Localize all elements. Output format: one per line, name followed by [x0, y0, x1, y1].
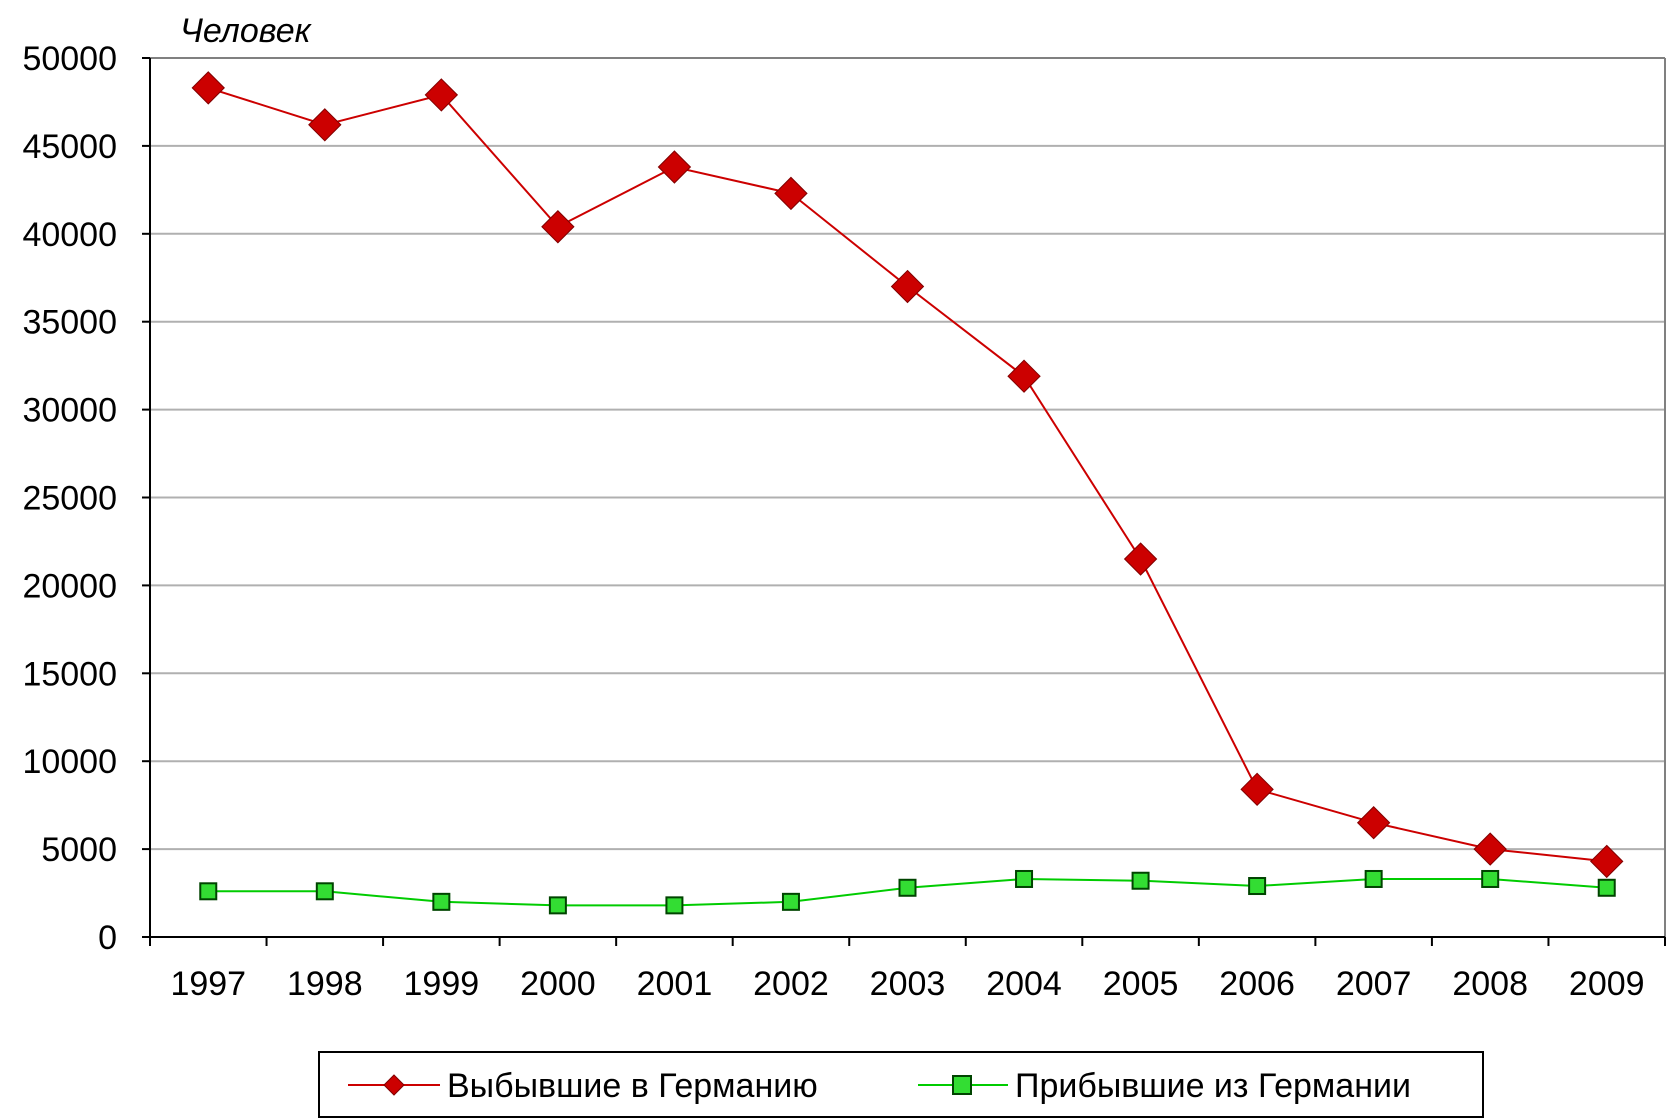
- data-point-square: [1248, 877, 1267, 896]
- y-tick-label: 25000: [22, 480, 117, 518]
- data-point-diamond: [424, 78, 459, 112]
- x-tick-label: 2005: [1103, 965, 1179, 1003]
- legend-marker-diamond: [383, 1074, 405, 1096]
- x-axis-ticks: 1997 1998 1999 2000 2001 2002 2003 2004 2005 2006…: [149, 937, 1666, 1003]
- data-point-square: [1015, 869, 1034, 888]
- series-line: [207, 86, 1607, 863]
- data-point-square: [898, 878, 917, 897]
- x-tick-label: 2009: [1569, 965, 1645, 1003]
- data-point-diamond: [774, 176, 808, 211]
- y-tick-label: 30000: [22, 392, 117, 430]
- y-tick-label: 50000: [22, 40, 117, 78]
- data-point-diamond: [657, 150, 692, 184]
- x-tick-label: 2003: [870, 965, 946, 1003]
- data-point-square: [315, 882, 334, 901]
- legend-label-series-1: Выбывшие в Германию: [447, 1067, 818, 1105]
- y-tick-label: 40000: [22, 216, 117, 254]
- legend-marker-square: [952, 1075, 972, 1095]
- y-tick-label: 15000: [22, 655, 117, 693]
- y-tick-label: 10000: [22, 743, 117, 781]
- data-point-diamond: [541, 210, 575, 244]
- data-point-diamond: [1007, 359, 1041, 393]
- data-point-square: [432, 892, 451, 911]
- y-axis-ticks: 0 5000 10000 15000 20000 25000 30000 35000 40000…: [22, 40, 150, 957]
- legend: Выбывшие в Германию Прибывшие из Германи…: [318, 1051, 1484, 1118]
- x-tick-label: 2007: [1336, 965, 1412, 1003]
- y-tick-label: 45000: [22, 128, 117, 166]
- data-point-diamond: [1473, 832, 1507, 866]
- x-tick-label: 2006: [1219, 965, 1295, 1003]
- data-point-square: [1131, 871, 1150, 890]
- data-point-diamond: [1123, 542, 1158, 576]
- series-2: [199, 869, 1616, 915]
- x-tick-label: 2008: [1452, 965, 1528, 1003]
- y-tick-label: 20000: [22, 567, 117, 605]
- data-point-square: [199, 882, 218, 901]
- y-tick-label: 5000: [41, 831, 117, 869]
- y-unit-label: Человек: [180, 12, 313, 50]
- data-point-diamond: [308, 108, 342, 142]
- x-tick-label: 1997: [170, 965, 246, 1003]
- legend-frame: [318, 1051, 1484, 1118]
- x-tick-label: 2001: [637, 965, 713, 1003]
- x-tick-label: 2000: [520, 965, 596, 1003]
- x-tick-label: 2004: [986, 965, 1062, 1003]
- data-point-square: [1364, 869, 1383, 888]
- x-tick-label: 1998: [287, 965, 363, 1003]
- data-point-square: [548, 896, 567, 915]
- series-layer: [191, 71, 1624, 915]
- data-point-square: [781, 892, 800, 911]
- series-1: [191, 71, 1624, 879]
- data-point-diamond: [890, 269, 925, 304]
- data-point-diamond: [191, 71, 225, 105]
- data-point-square: [1481, 869, 1500, 888]
- data-point-diamond: [1240, 772, 1274, 807]
- data-point-square: [665, 896, 684, 915]
- gridlines: [150, 57, 1665, 851]
- y-tick-label: 35000: [22, 304, 117, 342]
- data-point-diamond: [1356, 806, 1391, 840]
- data-point-square: [1597, 878, 1616, 897]
- data-point-diamond: [1590, 844, 1624, 879]
- legend-label-series-2: Прибывшие из Германии: [1015, 1067, 1411, 1105]
- x-tick-label: 1999: [404, 965, 480, 1003]
- x-tick-label: 2002: [753, 965, 829, 1003]
- y-tick-label: 0: [98, 919, 117, 957]
